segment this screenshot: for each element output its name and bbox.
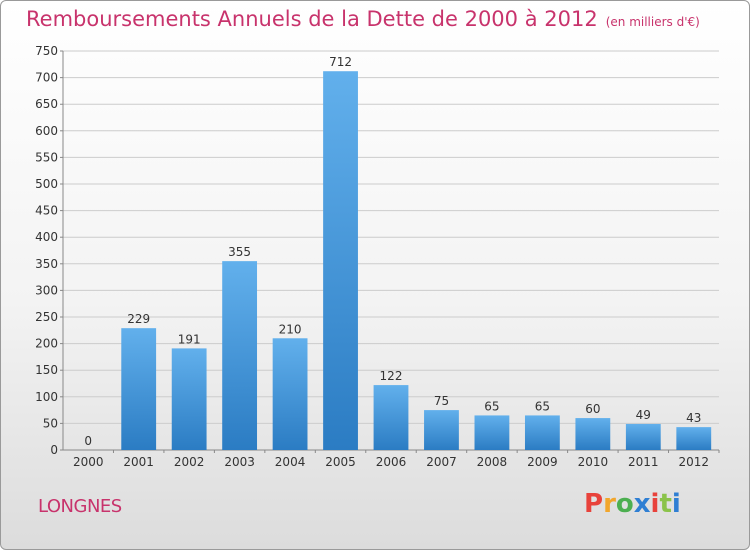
logo-letter: t xyxy=(659,489,672,519)
data-label-2000: 0 xyxy=(84,434,92,448)
bar-2005 xyxy=(323,71,358,450)
y-tick-label: 650 xyxy=(35,97,58,111)
bar-2010 xyxy=(575,418,611,450)
x-tick-label-2000: 2000 xyxy=(73,455,104,469)
bar-2011 xyxy=(625,423,661,450)
y-tick-label: 0 xyxy=(50,443,58,457)
chart-title-text: Remboursements Annuels de la Dette de 20… xyxy=(26,7,598,31)
proxiti-logo[interactable]: Proxiti xyxy=(584,489,681,519)
y-tick-label: 250 xyxy=(35,310,58,324)
chart-title: Remboursements Annuels de la Dette de 20… xyxy=(26,7,700,31)
bar-2006 xyxy=(373,385,409,450)
data-label-2006: 122 xyxy=(380,369,403,383)
y-tick-label: 100 xyxy=(35,390,58,404)
data-label-2003: 355 xyxy=(228,245,251,259)
bar-2002 xyxy=(171,348,207,450)
y-tick-label: 500 xyxy=(35,177,58,191)
y-tick-label: 200 xyxy=(35,337,58,351)
town-name: LONGNES xyxy=(38,496,122,517)
data-label-2012: 43 xyxy=(686,411,701,425)
logo-letter: o xyxy=(615,489,634,519)
logo-letter: x xyxy=(633,489,651,519)
x-tick-label-2003: 2003 xyxy=(224,455,255,469)
x-tick-label-2006: 2006 xyxy=(376,455,407,469)
y-tick-label: 50 xyxy=(43,416,58,430)
bar-layer xyxy=(121,71,712,450)
axis-layer: 0501001502002503003504004505005506006507… xyxy=(35,44,720,469)
label-layer: 0 229 191 355 210 712 122 75 65 65 60 49 43 xyxy=(84,55,701,448)
y-tick-label: 150 xyxy=(35,363,58,377)
x-tick-label-2010: 2010 xyxy=(578,455,609,469)
y-tick-label: 450 xyxy=(35,204,58,218)
y-tick-label: 750 xyxy=(35,44,58,58)
data-label-2002: 191 xyxy=(178,332,201,346)
bar-2007 xyxy=(424,410,459,450)
x-tick-label-2011: 2011 xyxy=(628,455,659,469)
x-tick-label-2002: 2002 xyxy=(174,455,205,469)
x-tick-label-2004: 2004 xyxy=(275,455,306,469)
x-tick-label-2001: 2001 xyxy=(123,455,154,469)
logo-letter: P xyxy=(584,489,604,519)
chart-unit: (en milliers d'€) xyxy=(605,15,700,29)
y-tick-label: 600 xyxy=(35,124,58,138)
y-tick-label: 550 xyxy=(35,150,58,164)
x-tick-label-2009: 2009 xyxy=(527,455,558,469)
data-label-2011: 49 xyxy=(636,408,651,422)
x-tick-label-2005: 2005 xyxy=(325,455,356,469)
bar-2004 xyxy=(272,338,308,450)
y-tick-label: 400 xyxy=(35,230,58,244)
logo-letter: r xyxy=(603,489,616,519)
bar-2001 xyxy=(121,328,157,450)
bar-2008 xyxy=(474,415,510,450)
data-label-2005: 712 xyxy=(329,55,352,69)
bar-2012 xyxy=(676,427,712,450)
data-label-2010: 60 xyxy=(585,402,600,416)
data-label-2009: 65 xyxy=(535,399,550,413)
bar-2003 xyxy=(222,261,258,450)
bar-2009 xyxy=(524,415,560,450)
y-tick-label: 300 xyxy=(35,283,58,297)
data-label-2004: 210 xyxy=(279,322,302,336)
logo-letter: i xyxy=(650,489,660,519)
data-label-2001: 229 xyxy=(127,312,150,326)
data-label-2007: 75 xyxy=(434,394,449,408)
x-tick-label-2007: 2007 xyxy=(426,455,457,469)
y-tick-label: 700 xyxy=(35,71,58,85)
data-label-2008: 65 xyxy=(484,399,499,413)
logo-letter: i xyxy=(671,489,681,519)
y-tick-label: 350 xyxy=(35,257,58,271)
x-tick-label-2012: 2012 xyxy=(678,455,709,469)
x-tick-label-2008: 2008 xyxy=(477,455,508,469)
